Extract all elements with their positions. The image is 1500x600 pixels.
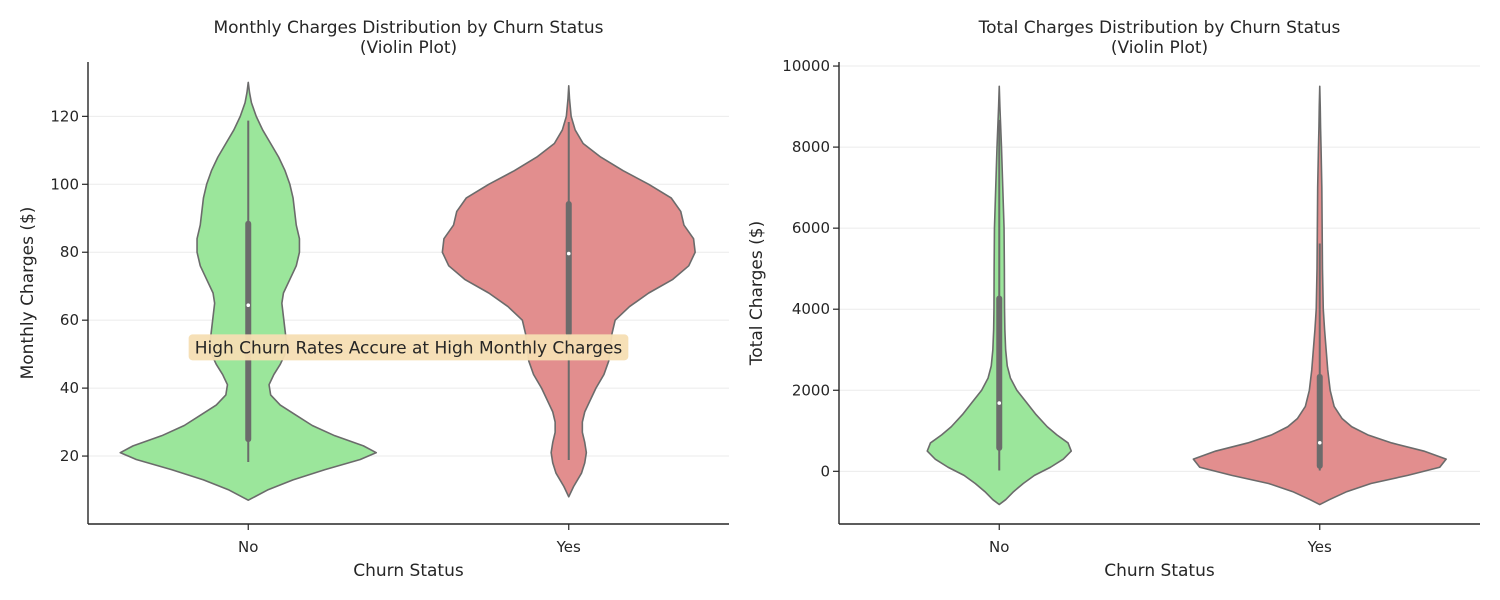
x-tick-label: Yes	[556, 538, 581, 556]
y-tick-label: 8000	[792, 138, 830, 156]
x-axis-label: Churn Status	[353, 561, 464, 581]
annotation-text: High Churn Rates Accure at High Monthly …	[195, 338, 623, 358]
chart-panel-2: 0 2000 4000 6000 8000 10000 No Yes Churn Status T…	[747, 18, 1480, 581]
x-axis-label: Churn Status	[1104, 561, 1215, 581]
y-tick-label: 40	[60, 379, 79, 397]
annotation-box	[188, 334, 629, 361]
y-axis-label: Monthly Charges ($)	[18, 207, 38, 380]
y-tick-label: 2000	[792, 381, 830, 399]
y-tick-label: 100	[50, 175, 79, 193]
y-axis-label: Total Charges ($)	[747, 221, 767, 366]
y-tick-label: 20	[60, 447, 79, 465]
y-tick-label: 10000	[782, 57, 830, 75]
y-tick-label: 6000	[792, 219, 830, 237]
y-tick-label: 120	[50, 107, 79, 125]
y-tick-label: 0	[820, 462, 830, 480]
y-tick-label: 4000	[792, 300, 830, 318]
median-marker-no	[246, 303, 251, 308]
chart-title: Total Charges Distribution by Churn Stat…	[978, 18, 1341, 58]
median-marker-yes	[566, 251, 571, 256]
chart-title: Monthly Charges Distribution by Churn St…	[213, 18, 603, 58]
chart-panel-1: 20 40 60 80 100 120 No Yes Churn Status Monthly C…	[18, 18, 729, 581]
median-marker-no	[997, 401, 1002, 405]
x-tick-label: No	[238, 538, 258, 556]
x-tick-label: No	[989, 538, 1009, 556]
x-tick-label: Yes	[1307, 538, 1332, 556]
y-tick-label: 80	[60, 243, 79, 261]
y-tick-label: 60	[60, 311, 79, 329]
median-marker-yes	[1317, 440, 1322, 445]
